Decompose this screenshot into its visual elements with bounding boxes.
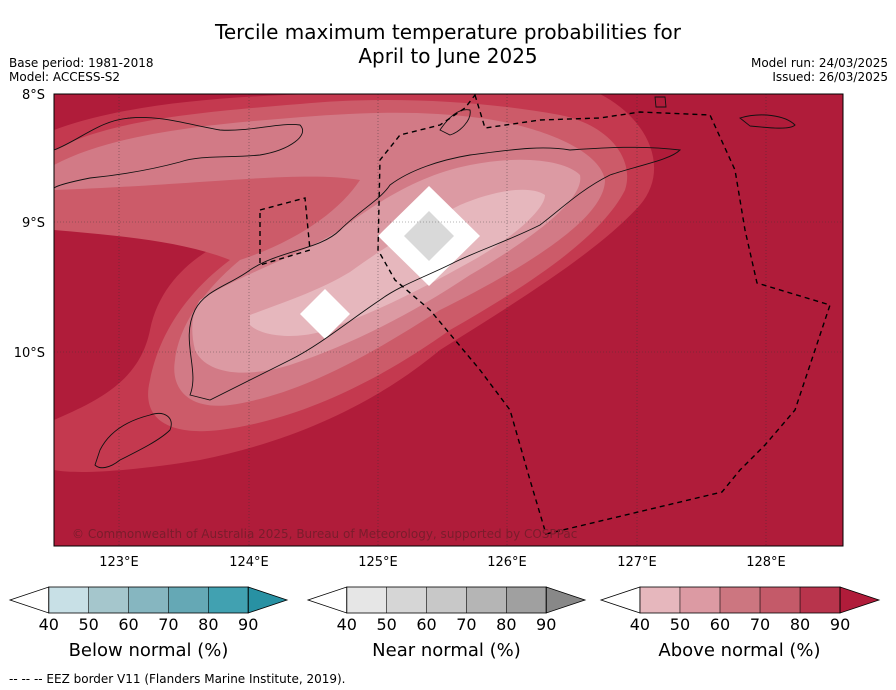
legend-below-tick-label: 50 bbox=[78, 615, 98, 634]
legend-below-bin bbox=[208, 587, 249, 613]
legend-above-bin bbox=[719, 587, 761, 613]
legend-above-bin bbox=[800, 587, 841, 613]
legend-near-bin bbox=[506, 587, 547, 613]
legend-near-low-extension bbox=[306, 586, 348, 614]
wetar-islands bbox=[739, 114, 796, 129]
lat-label-10s: 10°S bbox=[14, 346, 45, 361]
issued-date: Issued: 26/03/2025 bbox=[772, 70, 888, 84]
lon-label-125e: 125°E bbox=[358, 555, 398, 570]
legend-near-bin bbox=[466, 587, 507, 613]
legend-near-tick-label: 80 bbox=[496, 615, 516, 634]
legend-below-low-extension bbox=[8, 586, 50, 614]
map-title: Tercile maximum temperature probabilitie… bbox=[0, 20, 896, 68]
near-normal-cell-core bbox=[404, 211, 454, 261]
copyright-notice: © Commonwealth of Australia 2025, Bureau… bbox=[72, 527, 577, 541]
legend-near-label: Near normal (%) bbox=[372, 640, 521, 661]
legend-below-tick-label: 80 bbox=[198, 615, 218, 634]
lon-label-127e: 127°E bbox=[617, 555, 657, 570]
eez-oecusse bbox=[259, 197, 311, 266]
eez-timor-leste bbox=[377, 94, 831, 535]
legend-below-tick-label: 60 bbox=[118, 615, 138, 634]
legend-near-bin bbox=[346, 587, 387, 613]
legend-above-bin bbox=[679, 587, 720, 613]
legend-below-bin bbox=[48, 587, 89, 613]
legend-near-tick-label: 40 bbox=[337, 615, 357, 634]
eez-footnote: -- -- -- EEZ border V11 (Flanders Marine… bbox=[9, 672, 346, 686]
legend-below-label: Below normal (%) bbox=[68, 640, 229, 661]
legend-near-bin bbox=[426, 587, 467, 613]
legend-above-tick-label: 80 bbox=[790, 615, 810, 634]
legend-below-tick-label: 70 bbox=[158, 615, 178, 634]
meta-right: Model run: 24/03/2025 Issued: 26/03/2025 bbox=[751, 56, 888, 84]
legend-above-bin bbox=[639, 587, 680, 613]
legend-above-tick-label: 90 bbox=[830, 615, 850, 634]
legend-below-bin bbox=[88, 587, 129, 613]
model-run: Model run: 24/03/2025 bbox=[750, 56, 888, 70]
legend-below-tick-label: 40 bbox=[39, 615, 59, 634]
map-title-line1: Tercile maximum temperature probabilitie… bbox=[215, 20, 681, 44]
coastlines bbox=[54, 96, 796, 469]
legend-near-tick-label: 50 bbox=[376, 615, 396, 634]
graticule bbox=[54, 94, 843, 546]
legend-near-tick-label: 60 bbox=[416, 615, 436, 634]
legend-below-bin bbox=[128, 587, 169, 613]
legend-near-high-extension bbox=[545, 586, 587, 614]
map-frame bbox=[53, 93, 844, 547]
model-name: Model: ACCESS-S2 bbox=[9, 70, 121, 84]
lon-label-126e: 126°E bbox=[487, 555, 527, 570]
meta-left: Base period: 1981-2018 Model: ACCESS-S2 bbox=[9, 56, 154, 84]
legend-above-high-extension bbox=[839, 586, 881, 614]
legend-near-tick-label: 90 bbox=[536, 615, 556, 634]
lon-label-123e: 123°E bbox=[99, 555, 139, 570]
lon-label-124e: 124°E bbox=[229, 555, 269, 570]
lon-label-128e: 128°E bbox=[746, 555, 786, 570]
legend-above-tick-label: 40 bbox=[630, 615, 650, 634]
legend-below-high-extension bbox=[247, 586, 289, 614]
timor-island bbox=[188, 146, 681, 401]
legend-above-tick-label: 70 bbox=[750, 615, 770, 634]
probability-field: © Commonwealth of Australia 2025, Bureau… bbox=[54, 94, 843, 546]
legend-near-bin bbox=[386, 587, 427, 613]
legend-near-tick-label: 70 bbox=[456, 615, 476, 634]
legends: 40 50 60 70 80 90 40 50 60 70 80 90 40 50 60 70 80 90 bbox=[8, 586, 881, 634]
legend-below-tick-label: 90 bbox=[238, 615, 258, 634]
near-normal-cell-small bbox=[300, 289, 350, 339]
map-title-line2: April to June 2025 bbox=[358, 44, 538, 68]
legend-above-bin bbox=[760, 587, 801, 613]
lat-label-9s: 9°S bbox=[22, 216, 45, 231]
lat-label-8s: 8°S bbox=[22, 88, 45, 103]
sumba-island bbox=[94, 413, 172, 469]
legend-below-bin bbox=[168, 587, 209, 613]
legend-above-tick-label: 60 bbox=[710, 615, 730, 634]
flores-island bbox=[54, 117, 303, 189]
small-island bbox=[654, 96, 667, 108]
legend-above-label: Above normal (%) bbox=[658, 640, 821, 661]
base-period: Base period: 1981-2018 bbox=[9, 56, 154, 70]
eez-border bbox=[259, 94, 831, 535]
legend-above-tick-label: 50 bbox=[670, 615, 690, 634]
legend-above-low-extension bbox=[599, 586, 641, 614]
